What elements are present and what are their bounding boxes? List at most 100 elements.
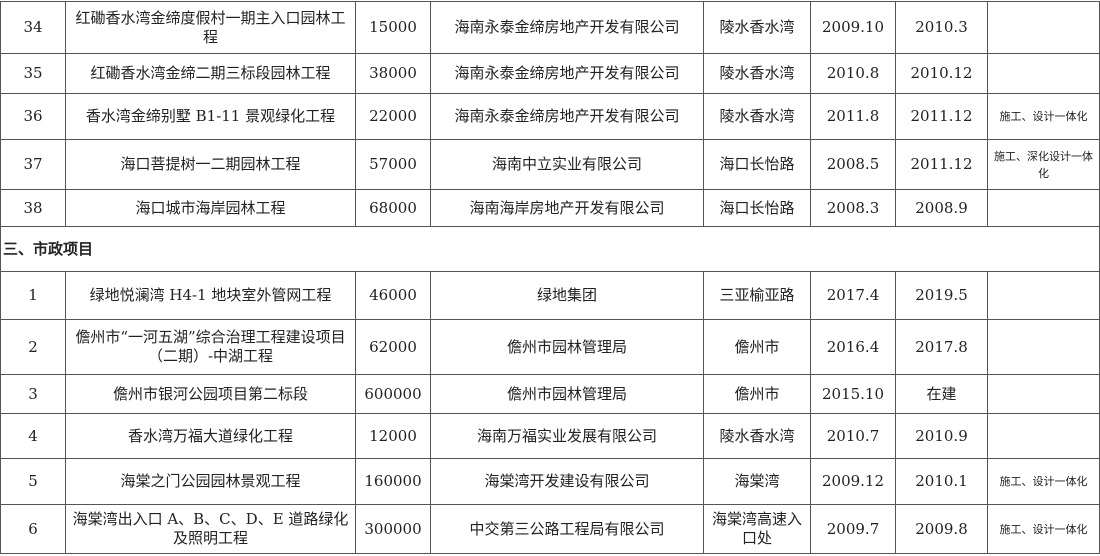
cell-note	[987, 319, 1100, 375]
cell-no: 1	[0, 271, 66, 320]
cell-amount: 600000	[355, 374, 431, 414]
cell-client: 海南万福实业发展有限公司	[430, 413, 704, 459]
cell-location: 三亚榆亚路	[703, 271, 811, 320]
cell-note: 施工、设计一体化	[987, 93, 1100, 140]
cell-no: 6	[0, 504, 66, 554]
cell-location: 海口长怡路	[703, 139, 811, 190]
cell-start: 2017.4	[810, 271, 896, 320]
cell-location: 海棠湾	[703, 458, 811, 505]
cell-name: 绿地悦澜湾 H4-1 地块室外管网工程	[65, 271, 356, 320]
cell-note	[987, 189, 1100, 227]
cell-amount: 22000	[355, 93, 431, 140]
cell-no: 34	[0, 1, 66, 54]
cell-end: 2008.9	[895, 189, 988, 227]
table-row: 3 儋州市银河公园项目第二标段 600000 儋州市园林管理局 儋州市 2015.10 在建	[0, 374, 1100, 414]
cell-end: 2010.3	[895, 1, 988, 54]
cell-end: 2011.12	[895, 139, 988, 190]
cell-end: 2010.12	[895, 53, 988, 94]
cell-location: 陵水香水湾	[703, 53, 811, 94]
cell-client: 海南永泰金缔房地产开发有限公司	[430, 93, 704, 140]
cell-client: 海南海岸房地产开发有限公司	[430, 189, 704, 227]
cell-name: 海口城市海岸园林工程	[65, 189, 356, 227]
cell-name: 儋州市“一河五湖”综合治理工程建设项目（二期）-中湖工程	[65, 319, 356, 375]
cell-amount: 62000	[355, 319, 431, 375]
cell-location: 儋州市	[703, 374, 811, 414]
cell-amount: 38000	[355, 53, 431, 94]
cell-no: 36	[0, 93, 66, 140]
cell-start: 2009.10	[810, 1, 896, 54]
cell-amount: 160000	[355, 458, 431, 505]
cell-start: 2009.12	[810, 458, 896, 505]
cell-client: 海棠湾开发建设有限公司	[430, 458, 704, 505]
table-row: 35 红磡香水湾金缔二期三标段园林工程 38000 海南永泰金缔房地产开发有限公司 陵水…	[0, 53, 1100, 94]
cell-no: 35	[0, 53, 66, 94]
cell-name: 红磡香水湾金缔度假村一期主入口园林工程	[65, 1, 356, 54]
cell-end: 在建	[895, 374, 988, 414]
table-row: 2 儋州市“一河五湖”综合治理工程建设项目（二期）-中湖工程 62000 儋州市园林管…	[0, 319, 1100, 375]
cell-note	[987, 271, 1100, 320]
cell-client: 儋州市园林管理局	[430, 319, 704, 375]
cell-no: 2	[0, 319, 66, 375]
cell-start: 2015.10	[810, 374, 896, 414]
cell-note	[987, 374, 1100, 414]
cell-start: 2008.3	[810, 189, 896, 227]
cell-name: 海棠之门公园园林景观工程	[65, 458, 356, 505]
cell-note	[987, 1, 1100, 54]
cell-client: 海南中立实业有限公司	[430, 139, 704, 190]
cell-end: 2010.1	[895, 458, 988, 505]
table-row: 36 香水湾金缔别墅 B1-11 景观绿化工程 22000 海南永泰金缔房地产开发有限…	[0, 93, 1100, 140]
section-title: 三、市政项目	[0, 226, 1100, 272]
cell-start: 2008.5	[810, 139, 896, 190]
cell-name: 儋州市银河公园项目第二标段	[65, 374, 356, 414]
cell-location: 海棠湾高速入口处	[703, 504, 811, 554]
cell-name: 海口菩提树一二期园林工程	[65, 139, 356, 190]
table-row: 6 海棠湾出入口 A、B、C、D、E 道路绿化及照明工程 300000 中交第三公路工…	[0, 504, 1100, 554]
cell-name: 香水湾金缔别墅 B1-11 景观绿化工程	[65, 93, 356, 140]
cell-no: 4	[0, 413, 66, 459]
cell-end: 2017.8	[895, 319, 988, 375]
cell-location: 陵水香水湾	[703, 413, 811, 459]
cell-amount: 300000	[355, 504, 431, 554]
cell-start: 2009.7	[810, 504, 896, 554]
table-row: 37 海口菩提树一二期园林工程 57000 海南中立实业有限公司 海口长怡路 2008.5…	[0, 139, 1100, 190]
cell-name: 红磡香水湾金缔二期三标段园林工程	[65, 53, 356, 94]
cell-amount: 57000	[355, 139, 431, 190]
cell-name: 香水湾万福大道绿化工程	[65, 413, 356, 459]
table-row: 34 红磡香水湾金缔度假村一期主入口园林工程 15000 海南永泰金缔房地产开发有限公…	[0, 1, 1100, 54]
cell-location: 陵水香水湾	[703, 1, 811, 54]
cell-end: 2011.12	[895, 93, 988, 140]
cell-location: 海口长怡路	[703, 189, 811, 227]
cell-note: 施工、设计一体化	[987, 458, 1100, 505]
cell-end: 2009.8	[895, 504, 988, 554]
cell-start: 2010.7	[810, 413, 896, 459]
cell-amount: 46000	[355, 271, 431, 320]
cell-client: 绿地集团	[430, 271, 704, 320]
cell-name: 海棠湾出入口 A、B、C、D、E 道路绿化及照明工程	[65, 504, 356, 554]
table-row: 1 绿地悦澜湾 H4-1 地块室外管网工程 46000 绿地集团 三亚榆亚路 2017.4…	[0, 271, 1100, 320]
cell-amount: 12000	[355, 413, 431, 459]
cell-client: 中交第三公路工程局有限公司	[430, 504, 704, 554]
cell-note	[987, 413, 1100, 459]
cell-end: 2010.9	[895, 413, 988, 459]
section-row: 三、市政项目	[0, 226, 1100, 272]
cell-no: 3	[0, 374, 66, 414]
cell-amount: 68000	[355, 189, 431, 227]
cell-location: 陵水香水湾	[703, 93, 811, 140]
cell-no: 37	[0, 139, 66, 190]
table-row: 5 海棠之门公园园林景观工程 160000 海棠湾开发建设有限公司 海棠湾 2009.12…	[0, 458, 1100, 505]
cell-client: 海南永泰金缔房地产开发有限公司	[430, 1, 704, 54]
cell-end: 2019.5	[895, 271, 988, 320]
cell-start: 2016.4	[810, 319, 896, 375]
cell-note: 施工、深化设计一体化	[987, 139, 1100, 190]
cell-location: 儋州市	[703, 319, 811, 375]
cell-no: 38	[0, 189, 66, 227]
cell-note: 施工、设计一体化	[987, 504, 1100, 554]
cell-start: 2010.8	[810, 53, 896, 94]
cell-no: 5	[0, 458, 66, 505]
cell-start: 2011.8	[810, 93, 896, 140]
cell-client: 儋州市园林管理局	[430, 374, 704, 414]
cell-client: 海南永泰金缔房地产开发有限公司	[430, 53, 704, 94]
cell-amount: 15000	[355, 1, 431, 54]
cell-note	[987, 53, 1100, 94]
